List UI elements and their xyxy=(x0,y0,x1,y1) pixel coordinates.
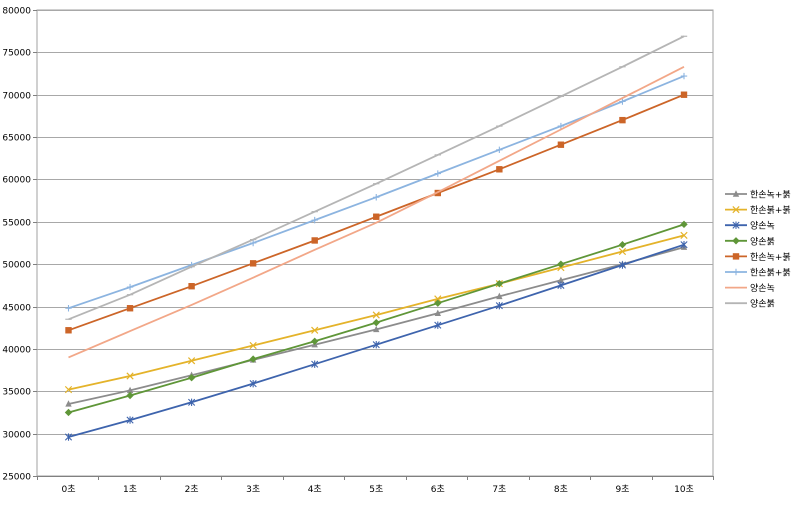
axes: 25000 30000 35000 40000 45000 50000 55000 60000… xyxy=(2,7,713,496)
series-6 xyxy=(65,73,687,312)
data-point xyxy=(312,237,318,243)
gridlines xyxy=(37,10,713,476)
data-point xyxy=(434,299,441,306)
y-tick-label: 45000 xyxy=(2,304,31,314)
legend-entry: 양손녹 xyxy=(725,283,775,294)
x-tick-label: 10초 xyxy=(674,484,694,495)
data-point xyxy=(435,170,441,176)
series-5 xyxy=(65,92,687,334)
legend-label: 한손붉+붉 xyxy=(750,268,791,279)
legend-entry: 양손붉 xyxy=(725,236,775,247)
plot-area xyxy=(37,10,713,476)
data-point xyxy=(680,221,687,228)
data-point xyxy=(681,92,687,98)
data-point xyxy=(188,283,194,289)
x-tick-label: 6초 xyxy=(431,484,445,495)
x-tick-label: 7초 xyxy=(492,484,506,495)
data-point xyxy=(373,194,379,200)
y-tick-label: 25000 xyxy=(2,473,31,483)
series-line xyxy=(69,245,685,437)
y-tick-label: 55000 xyxy=(2,219,31,229)
y-tick-label: 30000 xyxy=(2,431,31,441)
legend-entry: 양손녹 xyxy=(725,221,775,232)
data-point xyxy=(619,241,626,248)
legend-label: 한손붉+붉 xyxy=(750,205,791,216)
x-tick-label: 1초 xyxy=(123,484,137,495)
data-point xyxy=(733,269,739,275)
series-lines xyxy=(65,36,688,440)
x-tick-label: 4초 xyxy=(308,484,322,495)
legend-entry: 양손붉 xyxy=(725,299,775,310)
data-point xyxy=(65,327,71,333)
legend-label: 한손녹+붉 xyxy=(750,252,791,263)
y-tick-label: 50000 xyxy=(2,261,31,271)
legend-entry: 한손붉+붉 xyxy=(725,268,791,279)
y-tick-label: 75000 xyxy=(2,49,31,59)
data-point xyxy=(732,237,739,244)
series-line xyxy=(69,95,685,331)
y-tick-label: 70000 xyxy=(2,92,31,102)
legend-label: 양손녹 xyxy=(750,283,775,294)
data-point xyxy=(496,147,502,153)
x-tick-label: 5초 xyxy=(369,484,383,495)
data-point xyxy=(127,305,133,311)
legend-label: 양손녹 xyxy=(750,221,775,232)
legend-entry: 한손녹+붉 xyxy=(725,252,791,263)
series-2 xyxy=(65,232,687,393)
data-point xyxy=(496,166,502,172)
data-point xyxy=(681,73,687,79)
series-line xyxy=(69,235,685,389)
data-point xyxy=(250,260,256,266)
legend-entry: 한손붉+붉 xyxy=(725,205,791,216)
legend-label: 양손붉 xyxy=(750,299,775,310)
y-tick-label: 60000 xyxy=(2,176,31,186)
y-tick-label: 35000 xyxy=(2,388,31,398)
legend-label: 양손붉 xyxy=(750,236,775,247)
series-line xyxy=(69,67,685,358)
data-point xyxy=(733,253,739,259)
series-line xyxy=(69,76,685,308)
y-tick-label: 80000 xyxy=(2,7,31,17)
legend-label: 한손녹+붉 xyxy=(750,190,791,201)
data-point xyxy=(558,142,564,148)
legend-entry: 한손녹+붉 xyxy=(725,190,791,201)
y-tick-label: 40000 xyxy=(2,346,31,356)
x-tick-label: 2초 xyxy=(185,484,199,495)
x-tick-label: 0초 xyxy=(61,484,75,495)
series-7 xyxy=(68,67,684,358)
y-tick-label: 65000 xyxy=(2,134,31,144)
data-point xyxy=(65,305,71,311)
data-point xyxy=(127,284,133,290)
data-point xyxy=(619,117,625,123)
data-point xyxy=(373,214,379,220)
x-tick-label: 3초 xyxy=(246,484,260,495)
data-point xyxy=(373,319,380,326)
x-tick-label: 9초 xyxy=(615,484,629,495)
x-tick-label: 8초 xyxy=(554,484,568,495)
data-point xyxy=(65,409,72,416)
